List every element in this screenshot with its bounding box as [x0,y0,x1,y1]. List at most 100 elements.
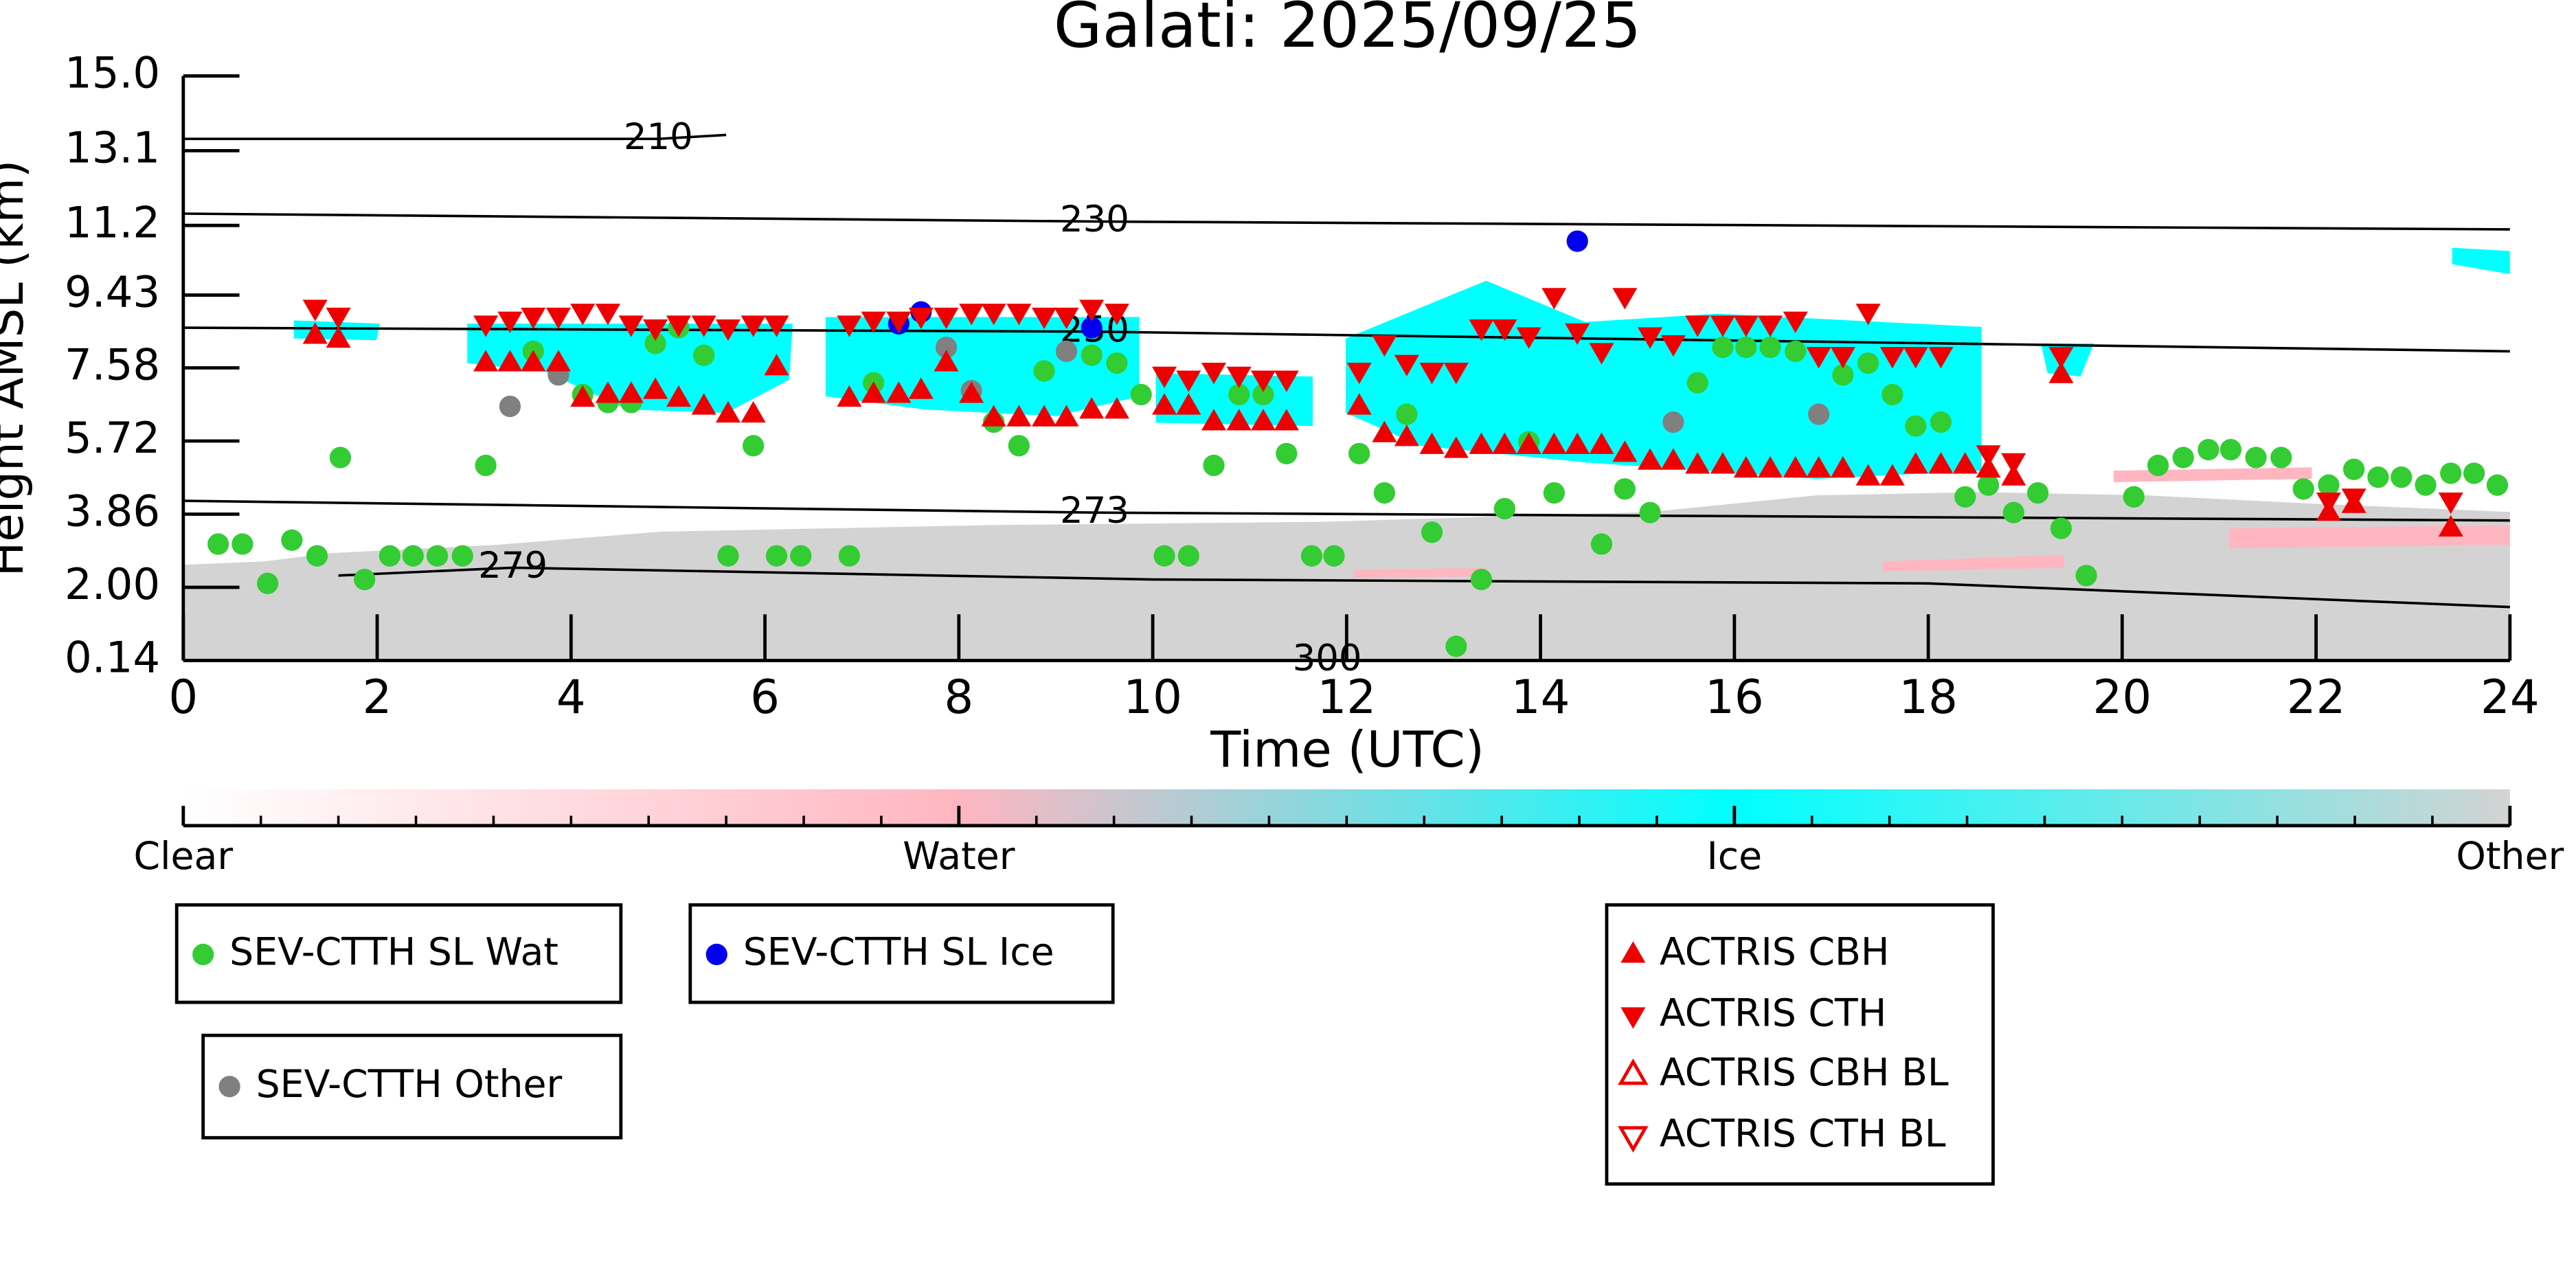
point [717,545,739,567]
point [1445,635,1467,657]
point [2415,474,2437,496]
triangle-point [1443,436,1469,458]
point [2075,565,2097,587]
point [1081,344,1103,366]
triangle-point [1976,445,2001,467]
triangle-point [1054,405,1079,427]
triangle-point [643,319,668,341]
triangle-point [861,311,886,333]
point [743,435,765,457]
triangle-point [497,311,523,333]
x-tick-label: 20 [2093,670,2152,724]
point [281,529,303,551]
colorbar-label: Water [903,835,1015,879]
point [1614,478,1636,500]
y-tick-label: 2.00 [65,559,160,609]
point [306,545,328,567]
x-tick-label: 12 [1318,670,1377,724]
point [1930,411,1952,433]
triangle-point [2048,361,2074,383]
triangle-point [2001,464,2026,486]
point [1106,352,1128,374]
triangle-point [1226,409,1252,431]
point [2292,478,2314,500]
triangle-point [521,307,546,330]
triangle-point [691,315,716,337]
triangle-point [1830,455,1855,478]
point [935,337,958,359]
x-tick-label: 4 [556,670,586,724]
point [1130,383,1152,406]
triangle-point [715,400,741,423]
triangle-point [1346,393,1372,415]
triangle-point [2438,515,2463,537]
triangle-point [1733,315,1759,337]
triangle-point [1855,304,1881,326]
triangle-point [1151,393,1177,415]
point [838,545,860,567]
legend-box [201,1033,623,1140]
point [2123,486,2145,508]
point [1348,442,1370,464]
contour-line [183,212,2510,231]
x-tick-label: 16 [1705,670,1764,724]
x-tick-label: 14 [1511,670,1570,724]
point [1033,360,1055,382]
x-tick-label: 18 [1899,670,1958,724]
point [1977,474,2000,496]
triangle-point [1733,455,1759,478]
point [1153,545,1175,567]
point [2391,466,2413,488]
point [1276,442,1298,464]
triangle-point [1879,347,1905,369]
triangle-point [595,304,620,326]
triangle-point [570,304,596,326]
colorbar-label: Other [2456,835,2564,879]
triangle-point [1516,432,1541,454]
triangle-point [1492,432,1517,454]
triangle-point [1104,304,1129,326]
x-tick-label: 2 [363,670,392,724]
legend-label: ACTRIS CTH BL [1660,1112,1946,1156]
x-tick-label: 22 [2287,670,2346,724]
contour-label: 273 [1060,490,1129,532]
triangle-point [545,307,572,330]
point [2172,447,2194,468]
triangle-point [1952,452,1978,474]
point [1785,340,1807,363]
triangle-point [1589,343,1614,365]
triangle-point [1806,455,1831,478]
point [1228,383,1250,406]
triangle-point [981,405,1006,427]
triangle-point [326,326,351,348]
triangle-point [1492,319,1517,341]
point [499,395,521,418]
point [426,545,449,567]
legend-box [174,903,623,1004]
triangle-point [326,307,351,330]
triangle-point [1612,288,1638,310]
y-axis-label: Height AMSL (km) [0,160,34,577]
triangle-point [1031,307,1057,330]
point [1177,545,1199,567]
colorbar-ticks: Clear Water Ice Other [134,806,2564,879]
triangle-point [473,315,499,337]
triangle-point [1685,452,1710,474]
legend-marker [1618,1058,1649,1085]
triangle-point [886,311,912,333]
legend-box [1605,903,1995,1186]
point [1055,340,1078,363]
triangle-point [1660,448,1686,470]
point [1470,568,1493,591]
x-axis-label: Time (UTC) [1210,721,1484,779]
triangle-point [1274,409,1299,431]
triangle-point [1565,432,1590,454]
point [790,545,812,567]
triangle-point [1443,363,1469,385]
triangle-point [1006,304,1032,326]
triangle-point [2001,453,2026,475]
point [1759,337,1781,359]
point [207,533,229,555]
point [2245,447,2267,468]
